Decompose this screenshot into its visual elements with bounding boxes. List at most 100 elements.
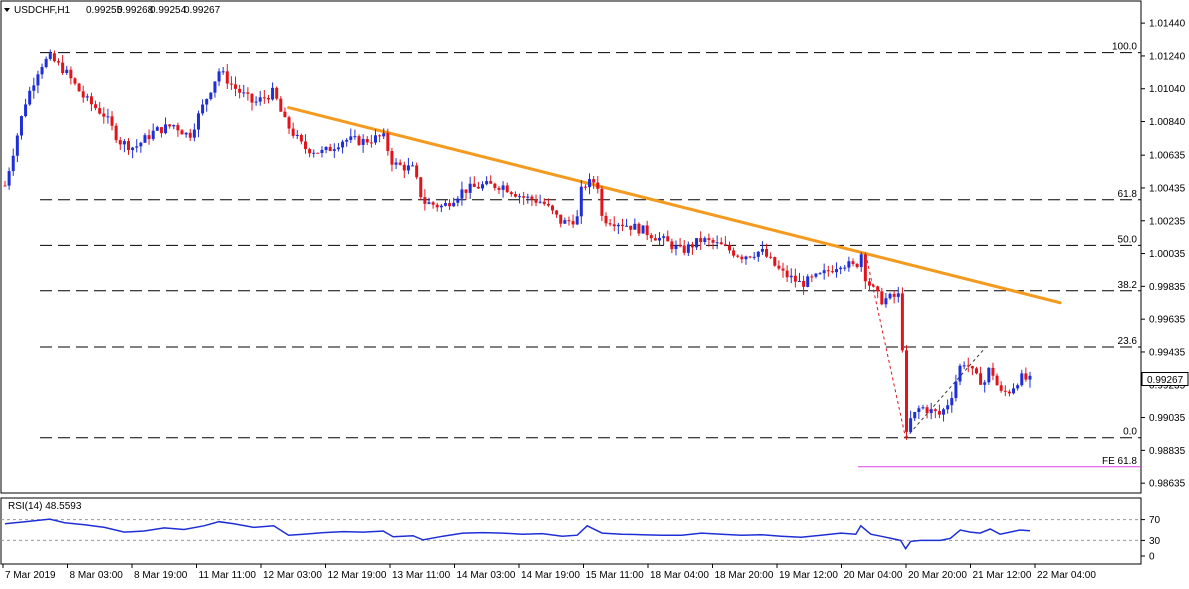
candle-body xyxy=(65,69,69,74)
candle-body xyxy=(583,186,587,188)
candle-body xyxy=(44,58,48,68)
candle-body xyxy=(427,202,431,204)
candle-body xyxy=(184,132,188,135)
candle-body xyxy=(625,225,629,227)
time-tick-label: 20 Mar 04:00 xyxy=(844,570,903,581)
candle-body xyxy=(855,263,859,268)
candle-body xyxy=(699,238,703,242)
candle-body xyxy=(131,147,135,151)
candle-body xyxy=(369,142,373,144)
candle-body xyxy=(1007,391,1011,394)
candle-body xyxy=(324,147,328,150)
candle-body xyxy=(361,139,365,145)
candle-body xyxy=(489,181,493,184)
candle-body xyxy=(36,74,40,86)
candle-body xyxy=(900,293,904,351)
candle-body xyxy=(974,368,978,374)
price-tick-label: 0.99035 xyxy=(1149,413,1186,424)
candle-body xyxy=(662,236,666,238)
time-tick-label: 8 Mar 03:00 xyxy=(70,570,124,581)
candle-body xyxy=(748,256,752,258)
candle-body xyxy=(176,125,180,131)
candle-body xyxy=(254,101,258,103)
candle-body xyxy=(979,373,983,385)
resistance-trendline xyxy=(287,106,1062,305)
candle-body xyxy=(546,203,550,206)
candle-body xyxy=(52,53,56,62)
candle-body xyxy=(995,375,999,386)
candle-body xyxy=(439,205,443,208)
candle-body xyxy=(559,214,563,224)
candle-body xyxy=(452,202,456,207)
collapse-triangle-icon[interactable] xyxy=(4,8,10,12)
current-price-tag xyxy=(1141,372,1189,387)
candle-body xyxy=(950,398,954,406)
price-tick-label: 1.00635 xyxy=(1149,151,1186,162)
candle-body xyxy=(456,198,460,203)
time-tick-label: 11 Mar 11:00 xyxy=(199,570,257,581)
candle-body xyxy=(497,188,501,190)
candle-body xyxy=(85,96,89,98)
candle-body xyxy=(592,179,596,183)
candle-body xyxy=(814,273,818,277)
candle-body xyxy=(620,224,624,226)
candle-body xyxy=(431,202,435,205)
candle-body xyxy=(1028,375,1032,380)
time-tick-label: 18 Mar 20:00 xyxy=(715,570,774,581)
candle-body xyxy=(332,149,336,151)
candle-body xyxy=(271,87,275,100)
rsi-level-label: 30 xyxy=(1149,536,1161,547)
price-tick-label: 0.98835 xyxy=(1149,446,1186,457)
candle-body xyxy=(15,135,19,156)
candle-body xyxy=(954,381,958,399)
candle-body xyxy=(155,127,159,131)
candle-body xyxy=(851,261,855,264)
candle-body xyxy=(579,186,583,217)
candle-body xyxy=(756,251,760,257)
candle-body xyxy=(402,164,406,171)
candle-body xyxy=(357,136,361,145)
candles-layer xyxy=(3,49,1032,440)
fib-level-label: 23.6 xyxy=(1118,336,1138,347)
candle-body xyxy=(279,98,283,112)
candle-body xyxy=(707,238,711,241)
candle-body xyxy=(641,225,645,234)
candle-body xyxy=(674,245,678,250)
candle-body xyxy=(40,67,44,75)
candle-body xyxy=(464,189,468,193)
candle-body xyxy=(867,281,871,286)
candle-body xyxy=(843,267,847,269)
price-tick-label: 0.98635 xyxy=(1149,479,1186,490)
candle-body xyxy=(793,275,797,282)
candle-body xyxy=(135,146,139,148)
candle-body xyxy=(872,285,876,287)
candle-body xyxy=(312,152,316,154)
candle-body xyxy=(600,188,604,216)
candle-body xyxy=(653,238,657,241)
candle-body xyxy=(246,92,250,94)
price-tick-label: 1.01240 xyxy=(1149,51,1186,62)
candle-body xyxy=(892,293,896,297)
fe-anchor-line xyxy=(905,347,986,439)
candle-body xyxy=(983,382,987,385)
candle-body xyxy=(19,116,23,136)
candle-body xyxy=(1024,373,1028,380)
candle-body xyxy=(73,78,77,84)
candle-body xyxy=(534,199,538,203)
candle-body xyxy=(258,97,262,102)
candle-body xyxy=(468,183,472,193)
price-tick-label: 1.00435 xyxy=(1149,183,1186,194)
candle-body xyxy=(596,182,600,189)
candle-body xyxy=(415,165,419,178)
candle-body xyxy=(567,220,571,222)
candle-body xyxy=(266,97,270,100)
candle-body xyxy=(740,256,744,260)
candle-body xyxy=(349,136,353,140)
candle-body xyxy=(917,408,921,413)
candle-body xyxy=(89,96,93,105)
candle-body xyxy=(719,242,723,245)
candle-body xyxy=(291,128,295,136)
candle-body xyxy=(966,365,970,367)
candle-body xyxy=(958,365,962,382)
